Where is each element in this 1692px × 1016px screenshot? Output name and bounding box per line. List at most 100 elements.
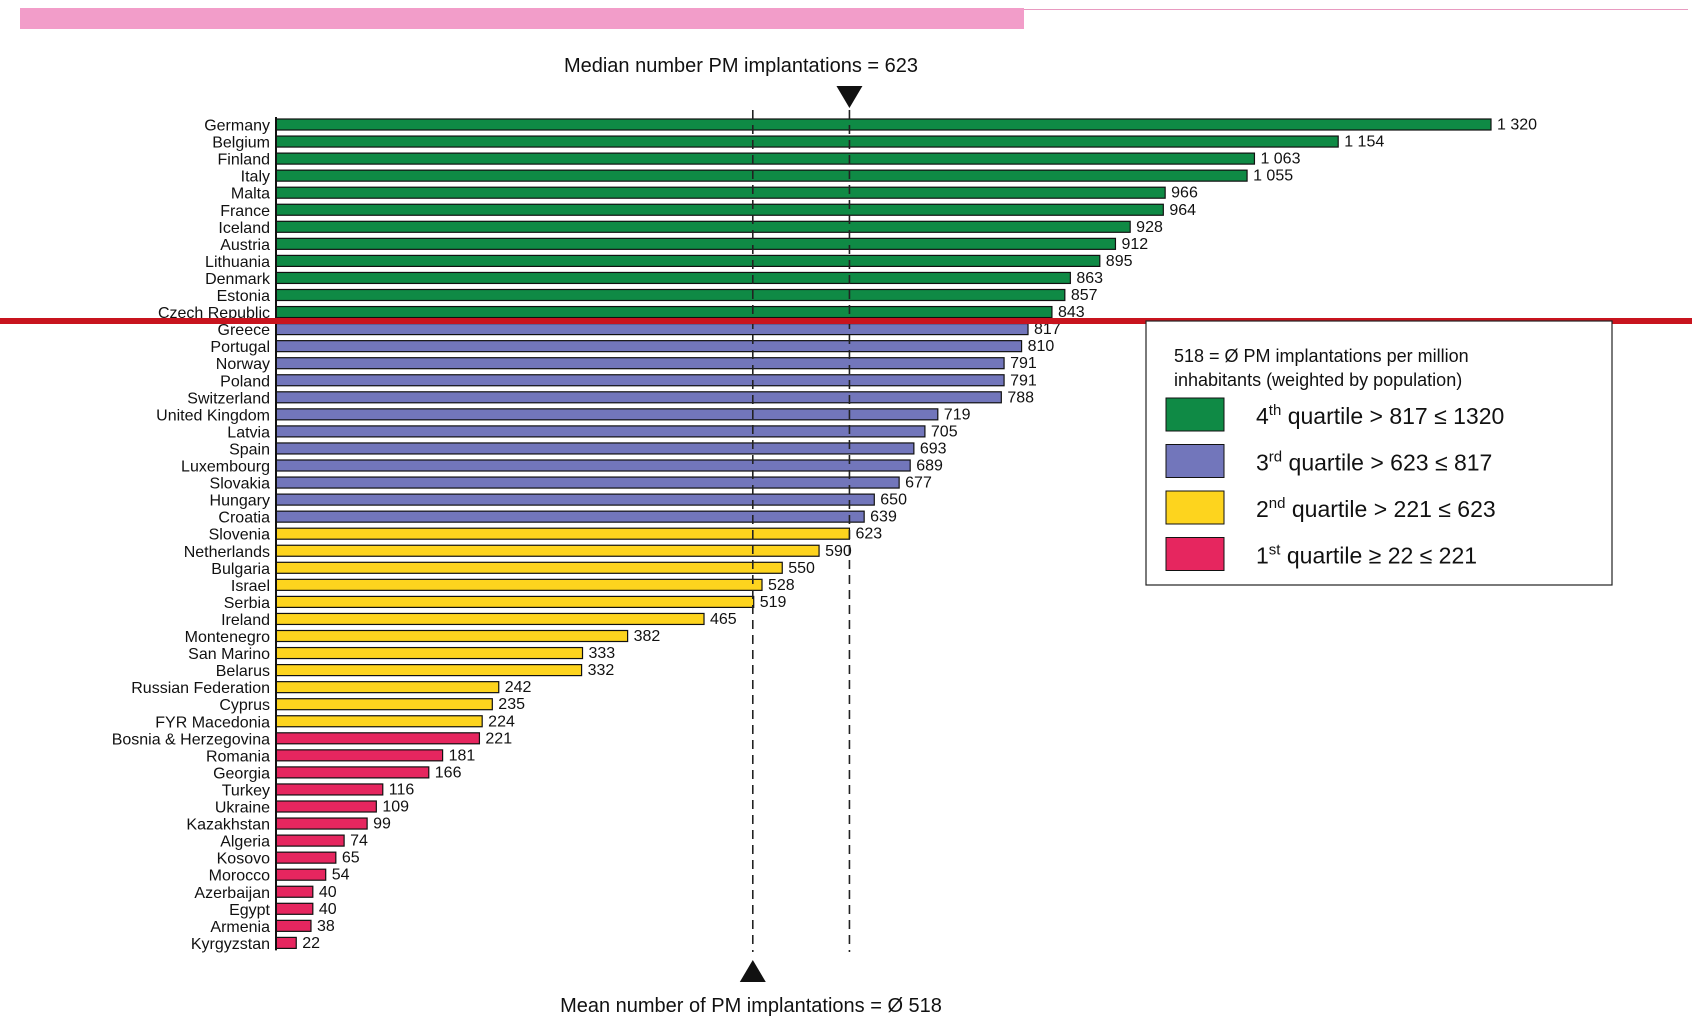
value-label-belgium: 1 154 bbox=[1344, 134, 1384, 151]
value-label-greece: 817 bbox=[1034, 321, 1061, 338]
category-label-egypt: Egypt bbox=[229, 902, 270, 919]
legend-swatch-q2 bbox=[1165, 490, 1225, 525]
bar-malta bbox=[275, 186, 1166, 199]
value-label-ukraine: 109 bbox=[382, 799, 409, 816]
bar-serbia bbox=[275, 595, 755, 609]
value-label-slovakia: 677 bbox=[905, 475, 932, 492]
category-label-luxembourg: Luxembourg bbox=[181, 459, 270, 476]
value-label-finland: 1 063 bbox=[1260, 151, 1300, 168]
category-label-spain: Spain bbox=[229, 441, 270, 458]
legend: 518 = Ø PM implantations per million inha… bbox=[1145, 320, 1613, 586]
bar-portugal bbox=[275, 340, 1023, 353]
category-label-russian-federation: Russian Federation bbox=[131, 680, 270, 697]
value-label-lithuania: 895 bbox=[1106, 253, 1133, 270]
mean-arrow-marker bbox=[739, 960, 766, 982]
value-label-serbia: 519 bbox=[760, 594, 787, 611]
bar-france bbox=[275, 203, 1164, 216]
value-label-czech-republic: 843 bbox=[1058, 304, 1085, 321]
category-label-iceland: Iceland bbox=[218, 220, 270, 237]
bar-denmark bbox=[275, 271, 1071, 285]
category-label-poland: Poland bbox=[220, 373, 270, 390]
bar-greece bbox=[275, 323, 1029, 336]
bar-united-kingdom bbox=[275, 408, 939, 421]
value-label-israel: 528 bbox=[768, 577, 795, 594]
bar-iceland bbox=[275, 220, 1131, 233]
value-label-bosnia-herzegovina: 221 bbox=[485, 730, 512, 747]
category-label-norway: Norway bbox=[216, 356, 270, 373]
header-accent-bar bbox=[20, 8, 1024, 29]
value-label-iceland: 928 bbox=[1136, 219, 1163, 236]
legend-swatch-q1 bbox=[1165, 537, 1225, 571]
value-label-kazakhstan: 99 bbox=[373, 816, 391, 833]
category-label-ireland: Ireland bbox=[221, 612, 270, 629]
category-label-czech-republic: Czech Republic bbox=[158, 305, 270, 322]
category-label-germany: Germany bbox=[204, 118, 270, 135]
category-label-belarus: Belarus bbox=[216, 663, 270, 680]
category-label-armenia: Armenia bbox=[210, 919, 270, 936]
bar-fyr-macedonia bbox=[275, 715, 483, 728]
bar-bosnia-herzegovina bbox=[275, 732, 481, 745]
category-label-kazakhstan: Kazakhstan bbox=[186, 817, 270, 834]
category-label-romania: Romania bbox=[206, 748, 270, 765]
category-label-hungary: Hungary bbox=[210, 493, 270, 510]
category-label-serbia: Serbia bbox=[224, 595, 270, 612]
value-label-morocco: 54 bbox=[332, 867, 350, 884]
bar-czech-republic bbox=[275, 305, 1053, 319]
bar-bulgaria bbox=[275, 561, 783, 574]
category-label-latvia: Latvia bbox=[227, 424, 270, 441]
value-label-egypt: 40 bbox=[319, 901, 337, 918]
category-label-ukraine: Ukraine bbox=[215, 800, 270, 817]
bar-lithuania bbox=[275, 254, 1101, 267]
category-label-malta: Malta bbox=[231, 186, 270, 203]
mean-annotation: Mean number of PM implantations = Ø 518 bbox=[560, 995, 942, 1016]
category-label-france: France bbox=[220, 203, 270, 220]
bar-hungary bbox=[275, 493, 875, 506]
value-label-hungary: 650 bbox=[880, 492, 907, 509]
value-label-armenia: 38 bbox=[317, 918, 335, 935]
category-label-estonia: Estonia bbox=[217, 288, 270, 305]
value-label-algeria: 74 bbox=[350, 833, 368, 850]
value-label-austria: 912 bbox=[1121, 236, 1148, 253]
value-label-denmark: 863 bbox=[1076, 270, 1103, 287]
bar-slovakia bbox=[275, 476, 900, 489]
value-label-san-marino: 333 bbox=[589, 645, 616, 662]
category-label-san-marino: San Marino bbox=[188, 646, 270, 663]
bar-israel bbox=[275, 578, 763, 591]
bar-kosovo bbox=[275, 851, 337, 864]
legend-label-q4: 4th quartile > 817 ≤ 1320 bbox=[1256, 402, 1504, 429]
category-label-croatia: Croatia bbox=[218, 510, 270, 527]
legend-swatch-q4 bbox=[1165, 397, 1225, 432]
category-label-slovenia: Slovenia bbox=[209, 527, 270, 544]
category-label-netherlands: Netherlands bbox=[184, 544, 270, 561]
category-label-bulgaria: Bulgaria bbox=[211, 561, 270, 578]
value-label-slovenia: 623 bbox=[855, 526, 882, 543]
category-label-montenegro: Montenegro bbox=[185, 629, 270, 646]
category-label-slovakia: Slovakia bbox=[210, 476, 271, 493]
category-label-kyrgyzstan: Kyrgyzstan bbox=[191, 936, 270, 953]
value-label-estonia: 857 bbox=[1071, 287, 1098, 304]
legend-label-q1: 1st quartile ≥ 22 ≤ 221 bbox=[1256, 542, 1477, 569]
reference-lines-layer: Median number PM implantations = 623 Mea… bbox=[560, 55, 942, 1016]
legend-label-q2: 2nd quartile > 221 ≤ 623 bbox=[1256, 495, 1496, 522]
value-label-portugal: 810 bbox=[1028, 338, 1055, 355]
bar-algeria bbox=[275, 834, 345, 847]
bar-azerbaijan bbox=[275, 885, 314, 898]
legend-label-q3: 3rd quartile > 623 ≤ 817 bbox=[1256, 449, 1492, 476]
category-label-greece: Greece bbox=[218, 322, 271, 339]
value-label-kosovo: 65 bbox=[342, 850, 360, 867]
category-label-fyr-macedonia: FYR Macedonia bbox=[155, 714, 270, 731]
value-label-italy: 1 055 bbox=[1253, 168, 1293, 185]
category-label-austria: Austria bbox=[220, 237, 270, 254]
bar-belarus bbox=[275, 663, 583, 677]
bar-russian-federation bbox=[275, 681, 500, 694]
category-label-finland: Finland bbox=[218, 152, 270, 169]
value-label-croatia: 639 bbox=[870, 509, 897, 526]
value-label-germany: 1 320 bbox=[1497, 117, 1537, 134]
bar-netherlands bbox=[275, 544, 820, 557]
bar-cyprus bbox=[275, 698, 493, 711]
value-label-ireland: 465 bbox=[710, 611, 737, 628]
bar-croatia bbox=[275, 510, 865, 523]
bar-montenegro bbox=[275, 629, 629, 643]
category-label-azerbaijan: Azerbaijan bbox=[194, 885, 270, 902]
